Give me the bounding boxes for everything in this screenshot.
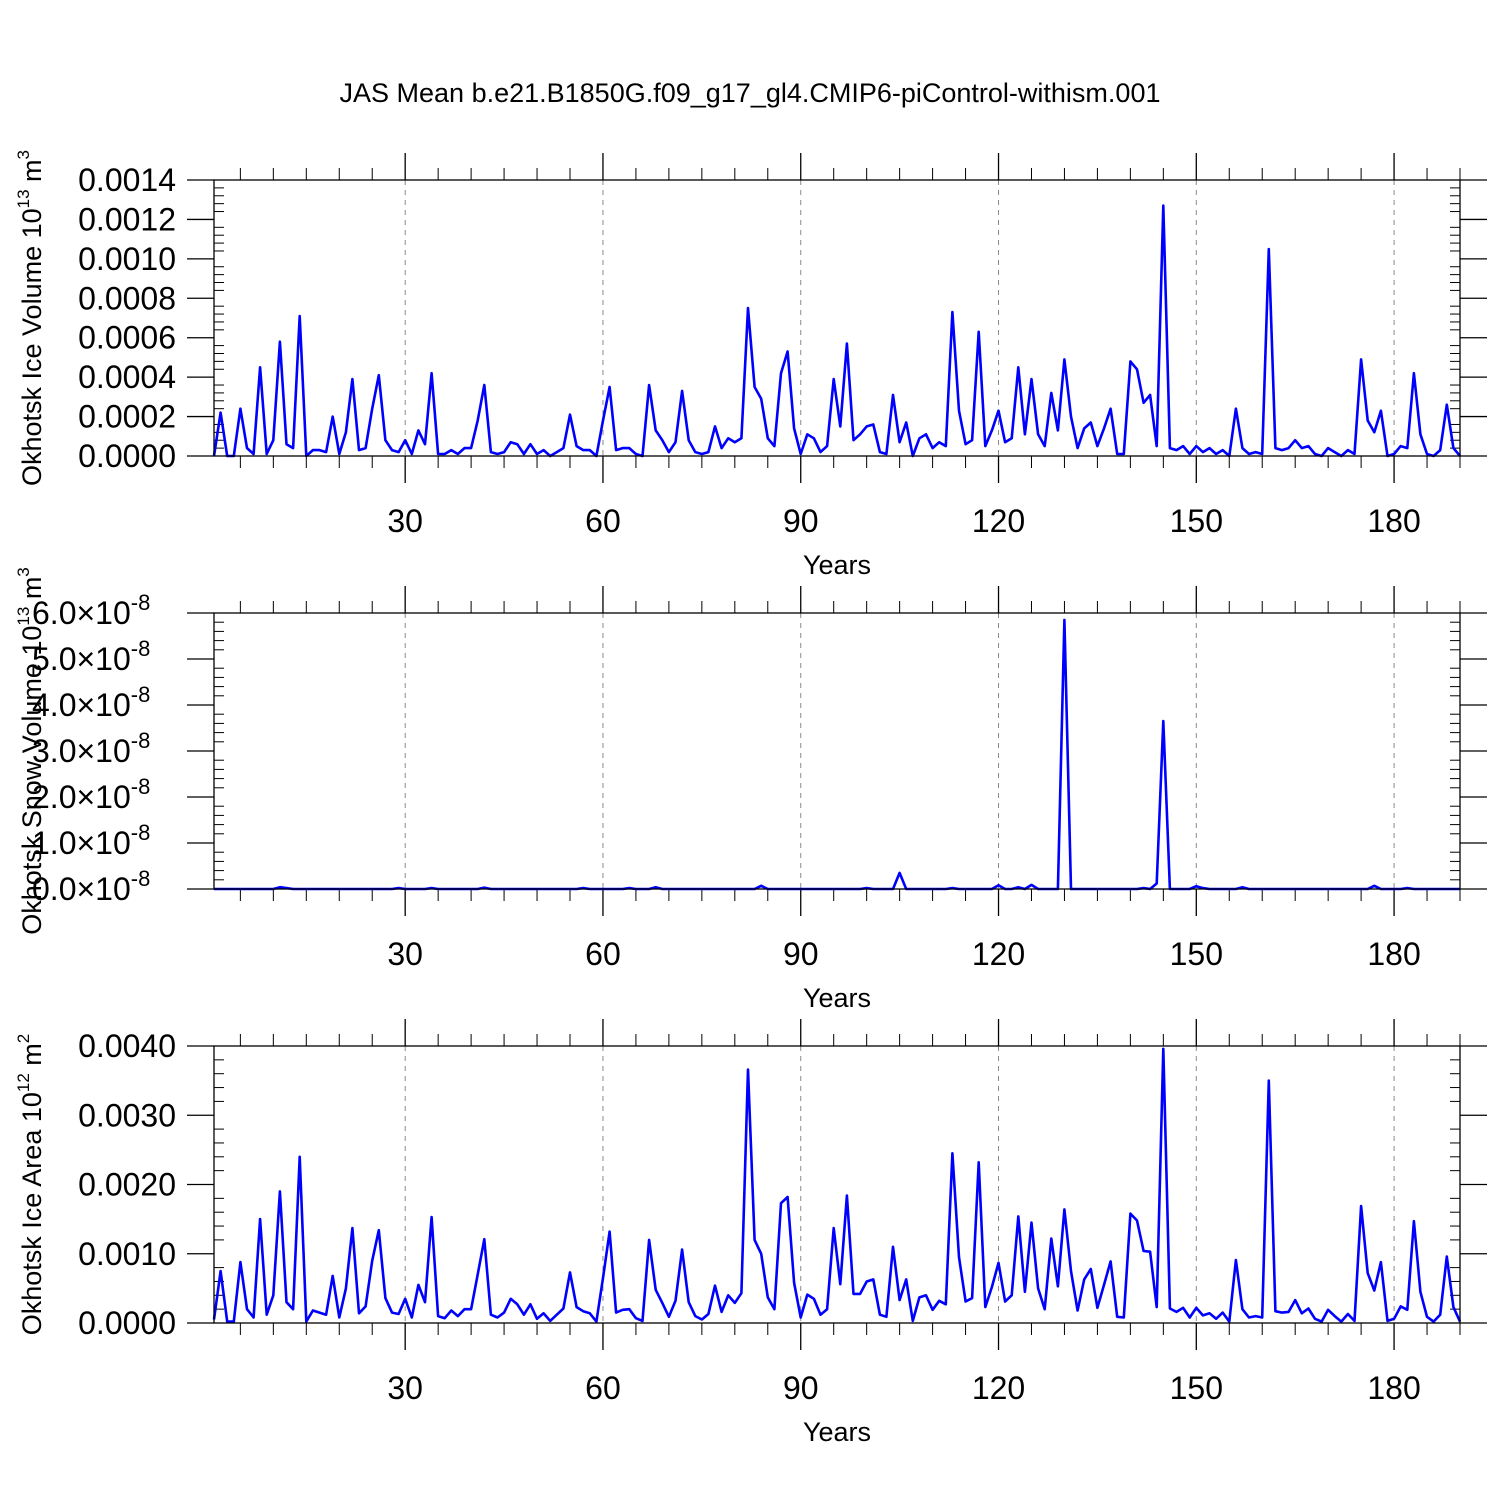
chart-panel-1: 30 60 90 120 150 180Years0.00000.00020.00040.… <box>14 150 1487 580</box>
series-line <box>212 1047 1462 1323</box>
y-tick-label: 4.0×10-8 <box>32 682 150 723</box>
y-tick-label: 5.0×10-8 <box>32 636 150 677</box>
y-tick-label: 0.0006 <box>78 320 176 356</box>
x-tick-label: 150 <box>1170 503 1223 539</box>
x-tick-label: 180 <box>1367 936 1420 972</box>
y-tick-label: 0.0040 <box>78 1028 176 1064</box>
y-tick-label: 0.0008 <box>78 280 176 316</box>
y-tick-label: 1.0×10-8 <box>32 820 150 861</box>
y-axis-title: Okhotsk Ice Volume 1013 m3 <box>14 150 47 486</box>
y-axis-title: Okhotsk Ice Area 1012 m2 <box>14 1034 47 1336</box>
x-tick-label: 120 <box>972 936 1025 972</box>
series-line <box>212 204 1461 458</box>
x-tick-label: 180 <box>1367 1370 1420 1406</box>
y-tick-label: 3.0×10-8 <box>32 728 150 769</box>
x-axis-title: Years <box>803 550 871 580</box>
x-tick-label: 60 <box>585 936 621 972</box>
x-axis-title: Years <box>803 1417 871 1447</box>
y-tick-label: 0.0000 <box>78 438 176 474</box>
y-axis-title: Okhotsk Snow Volume 1013 m3 <box>14 567 47 935</box>
x-tick-label: 90 <box>783 503 819 539</box>
y-tick-label: 0.0000 <box>78 1305 176 1341</box>
plot-frame <box>213 1045 1461 1324</box>
x-tick-label: 30 <box>387 503 423 539</box>
y-tick-label: 0.0030 <box>78 1097 176 1133</box>
x-tick-label: 150 <box>1170 936 1223 972</box>
plot-frame <box>213 179 1461 457</box>
x-tick-label: 90 <box>783 1370 819 1406</box>
y-tick-label: 0.0004 <box>78 359 176 395</box>
y-tick-label: 2.0×10-8 <box>32 774 150 815</box>
x-tick-label: 150 <box>1170 1370 1223 1406</box>
y-tick-label: 6.0×10-8 <box>32 590 150 631</box>
x-tick-label: 120 <box>972 1370 1025 1406</box>
x-tick-label: 90 <box>783 936 819 972</box>
chart-panel-2: 30 60 90 120 150 180 Years 0.0×10-8 1.0×10-8 2.0×… <box>14 567 1487 1013</box>
x-tick-label: 60 <box>585 503 621 539</box>
x-tick-label: 60 <box>585 1370 621 1406</box>
y-tick-label: 0.0002 <box>78 399 176 435</box>
chart-panel-3: 30 60 90 120 150 180 Years 0.0000 0.0010 0.0020 0.… <box>14 1019 1487 1447</box>
y-tick-label: 0.0014 <box>78 162 176 198</box>
x-tick-label: 180 <box>1367 503 1420 539</box>
plot-frame <box>213 612 1461 890</box>
y-tick-label: 0.0012 <box>78 201 176 237</box>
x-tick-label: 30 <box>387 1370 423 1406</box>
x-tick-label: 30 <box>387 936 423 972</box>
y-tick-label: 0.0010 <box>78 241 176 277</box>
x-axis-title: Years <box>803 983 871 1013</box>
y-tick-label: 0.0×10-8 <box>32 866 150 907</box>
series-line <box>214 618 1460 891</box>
x-tick-label: 120 <box>972 503 1025 539</box>
y-tick-label: 0.0020 <box>78 1167 176 1203</box>
figure-title: JAS Mean b.e21.B1850G.f09_g17_gl4.CMIP6-… <box>339 78 1161 108</box>
y-tick-label: 0.0010 <box>78 1236 176 1272</box>
